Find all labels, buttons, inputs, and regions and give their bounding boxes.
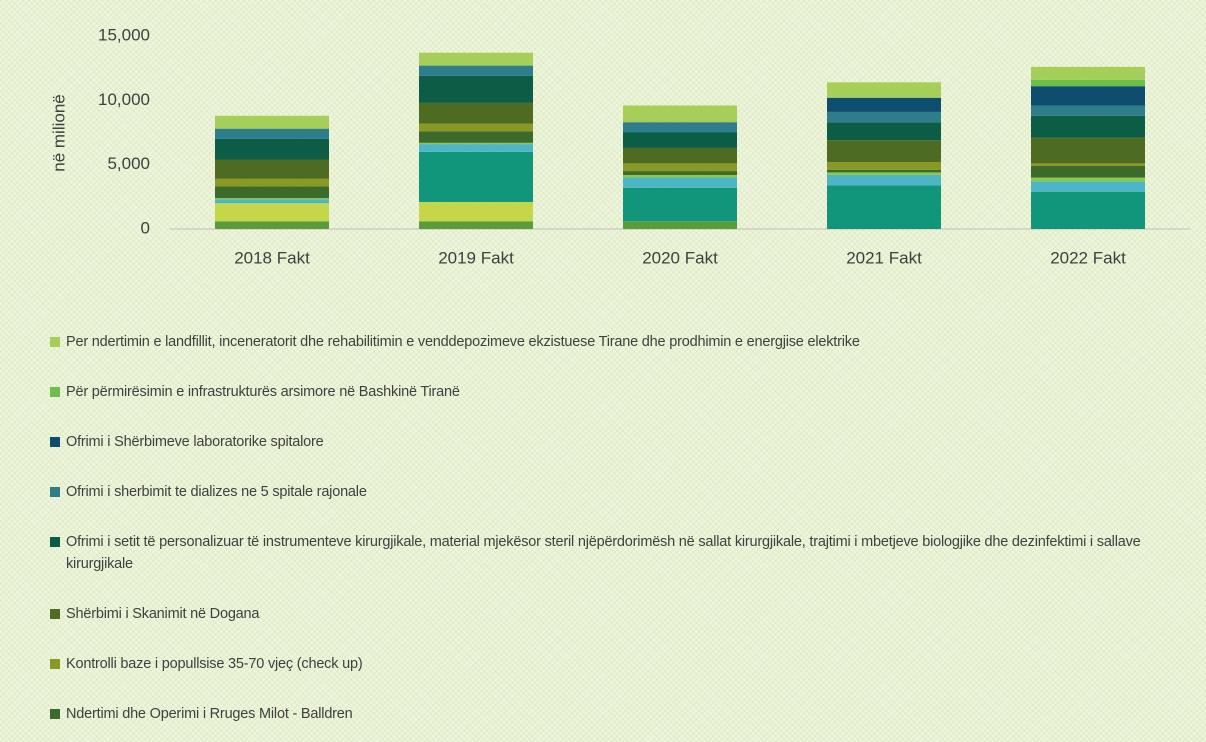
bar-segment (419, 131, 533, 143)
bar-segment (623, 122, 737, 133)
legend-label: Ofrimi i sherbimit te dializes ne 5 spit… (66, 484, 367, 500)
y-tick-label: 0 (141, 218, 150, 237)
bar-segment (215, 198, 329, 200)
bar-segment (215, 159, 329, 179)
bar-segment (215, 221, 329, 229)
x-tick-label: 2018 Fakt (234, 248, 310, 267)
bar-segment (623, 132, 737, 148)
bar-segment (827, 97, 941, 112)
y-tick-label: 10,000 (98, 90, 150, 109)
x-tick-label: 2020 Fakt (642, 248, 718, 267)
bar-segment (1031, 165, 1145, 178)
bar-segment (623, 171, 737, 175)
bar-segment (623, 105, 737, 123)
bar-segment (419, 144, 533, 152)
legend-item: Kontrolli baze i popullsise 35-70 vjeç (… (48, 653, 1198, 675)
legend-swatch (50, 709, 60, 719)
bar-segment (827, 111, 941, 123)
legend-swatch (50, 337, 60, 347)
bar-segment (1031, 163, 1145, 166)
bar-segment (215, 128, 329, 139)
bar-segment (419, 75, 533, 103)
legend-label: Ofrimi i setit të personalizuar të instr… (66, 534, 1141, 572)
legend-item: Per ndertimin e landfillit, inceneratori… (48, 331, 1198, 353)
x-tick-label: 2019 Fakt (438, 248, 514, 267)
legend-item: Shërbimi i Skanimit në Dogana (48, 603, 1198, 625)
bar-segment (215, 178, 329, 187)
bar-segment (827, 169, 941, 173)
bar-segment (623, 221, 737, 229)
legend-label: Kontrolli baze i popullsise 35-70 vjeç (… (66, 656, 363, 672)
bar-segment (215, 199, 329, 204)
legend-label: Per ndertimin e landfillit, inceneratori… (66, 334, 860, 350)
bar-segment (623, 147, 737, 164)
bar-segment (215, 186, 329, 199)
legend-swatch (50, 487, 60, 497)
bar-segment (419, 65, 533, 76)
bar-segment (827, 140, 941, 163)
y-axis-label: në milionë (49, 94, 68, 172)
bar-segment (419, 102, 533, 124)
legend-swatch (50, 387, 60, 397)
bar-segment (1031, 86, 1145, 106)
legend-item: Ofrimi i sherbimit te dializes ne 5 spit… (48, 481, 1198, 503)
bar-segment (1031, 79, 1145, 87)
bar-segment (419, 221, 533, 229)
bar-segment (623, 174, 737, 178)
legend-swatch (50, 537, 60, 547)
bar-segment (1031, 137, 1145, 164)
bar-segment (1031, 115, 1145, 138)
bar-segment (827, 82, 941, 98)
chart: në milionë 0 5,000 10,000 15,000 2018 Fakt 20… (49, 25, 1190, 267)
bar-segment (419, 142, 533, 145)
bar-segment (1031, 105, 1145, 116)
bar-segment (827, 122, 941, 141)
bar-segment (215, 115, 329, 129)
bar-segment (419, 52, 533, 66)
bar-segment (419, 151, 533, 202)
bar-segment (827, 162, 941, 170)
legend-item: Ofrimi i Shërbimeve laboratorike spitalo… (48, 431, 1198, 453)
bar-segment (623, 163, 737, 172)
bar-segment (1031, 177, 1145, 182)
y-tick-label: 5,000 (107, 154, 150, 173)
legend-swatch (50, 659, 60, 669)
legend: Per ndertimin e landfillit, inceneratori… (48, 331, 1198, 725)
legend-label: Ndertimi dhe Operimi i Rruges Milot - Ba… (66, 706, 353, 722)
bar-segment (827, 185, 941, 229)
legend-label: Ofrimi i Shërbimeve laboratorike spitalo… (66, 434, 324, 450)
x-tick-label: 2021 Fakt (846, 248, 922, 267)
bar-segment (1031, 66, 1145, 80)
legend-item: Ofrimi i setit të personalizuar të instr… (48, 531, 1198, 575)
legend-item: Ndertimi dhe Operimi i Rruges Milot - Ba… (48, 703, 1198, 725)
bar-segment (419, 123, 533, 132)
legend-label: Shërbimi i Skanimit në Dogana (66, 606, 260, 622)
y-tick-label: 15,000 (98, 25, 150, 44)
legend-label: Për përmirësimin e infrastrukturës arsim… (66, 384, 460, 400)
legend-swatch (50, 437, 60, 447)
bar-segment (827, 172, 941, 175)
bar-segment (623, 187, 737, 222)
legend-item: Për përmirësimin e infrastrukturës arsim… (48, 381, 1198, 403)
legend-swatch (50, 609, 60, 619)
bar-segment (623, 177, 737, 188)
bar-segment (1031, 191, 1145, 229)
bar-segment (1031, 181, 1145, 192)
bar-segment (215, 203, 329, 222)
bar-segment (419, 201, 533, 222)
bar-segment (827, 174, 941, 186)
bar-segment (215, 138, 329, 160)
x-tick-label: 2022 Fakt (1050, 248, 1126, 267)
